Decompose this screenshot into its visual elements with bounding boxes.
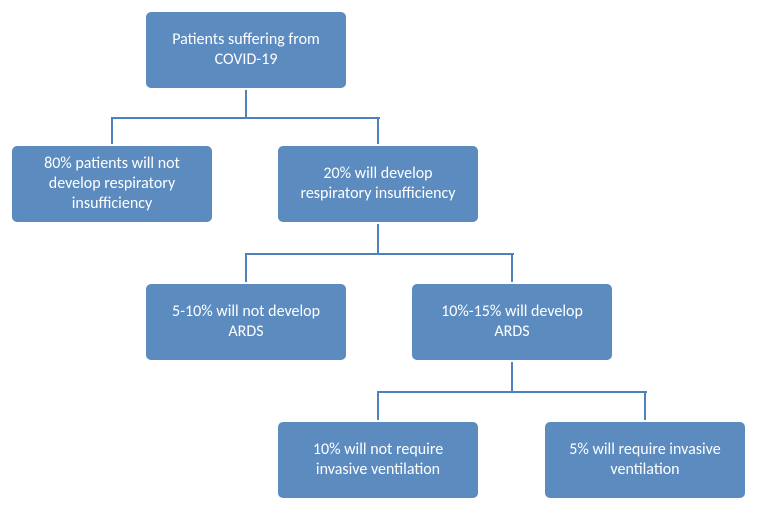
connector-root-left-down bbox=[111, 117, 113, 144]
connector-ards-right-down bbox=[644, 391, 646, 420]
node-no-respiratory-label: 80% patients will not develop respirator… bbox=[22, 154, 202, 214]
connector-root-right-down bbox=[377, 117, 379, 144]
connector-ards-left-down bbox=[377, 391, 379, 420]
node-ards-label: 10%-15% will develop ARDS bbox=[422, 302, 602, 342]
connector-ards-horiz bbox=[377, 391, 647, 393]
node-no-respiratory: 80% patients will not develop respirator… bbox=[10, 144, 214, 224]
node-ards: 10%-15% will develop ARDS bbox=[410, 282, 614, 362]
node-respiratory: 20% will develop respiratory insufficien… bbox=[276, 144, 480, 224]
node-respiratory-label: 20% will develop respiratory insufficien… bbox=[288, 164, 468, 204]
connector-resp-right-down bbox=[511, 253, 513, 282]
node-no-ards-label: 5-10% will not develop ARDS bbox=[156, 302, 336, 342]
node-root: Patients suffering from COVID-19 bbox=[144, 10, 348, 90]
connector-resp-left-down bbox=[245, 253, 247, 282]
connector-ards-down bbox=[511, 362, 513, 391]
node-no-invasive: 10% will not require invasive ventilatio… bbox=[276, 420, 480, 500]
connector-root-horiz bbox=[111, 117, 380, 119]
node-no-ards: 5-10% will not develop ARDS bbox=[144, 282, 348, 362]
connector-resp-down bbox=[377, 224, 379, 253]
node-invasive-label: 5% will require invasive ventilation bbox=[555, 440, 735, 480]
node-root-label: Patients suffering from COVID-19 bbox=[156, 30, 336, 70]
node-invasive: 5% will require invasive ventilation bbox=[543, 420, 747, 500]
connector-resp-horiz bbox=[245, 253, 514, 255]
connector-root-down bbox=[245, 90, 247, 117]
node-no-invasive-label: 10% will not require invasive ventilatio… bbox=[288, 440, 468, 480]
